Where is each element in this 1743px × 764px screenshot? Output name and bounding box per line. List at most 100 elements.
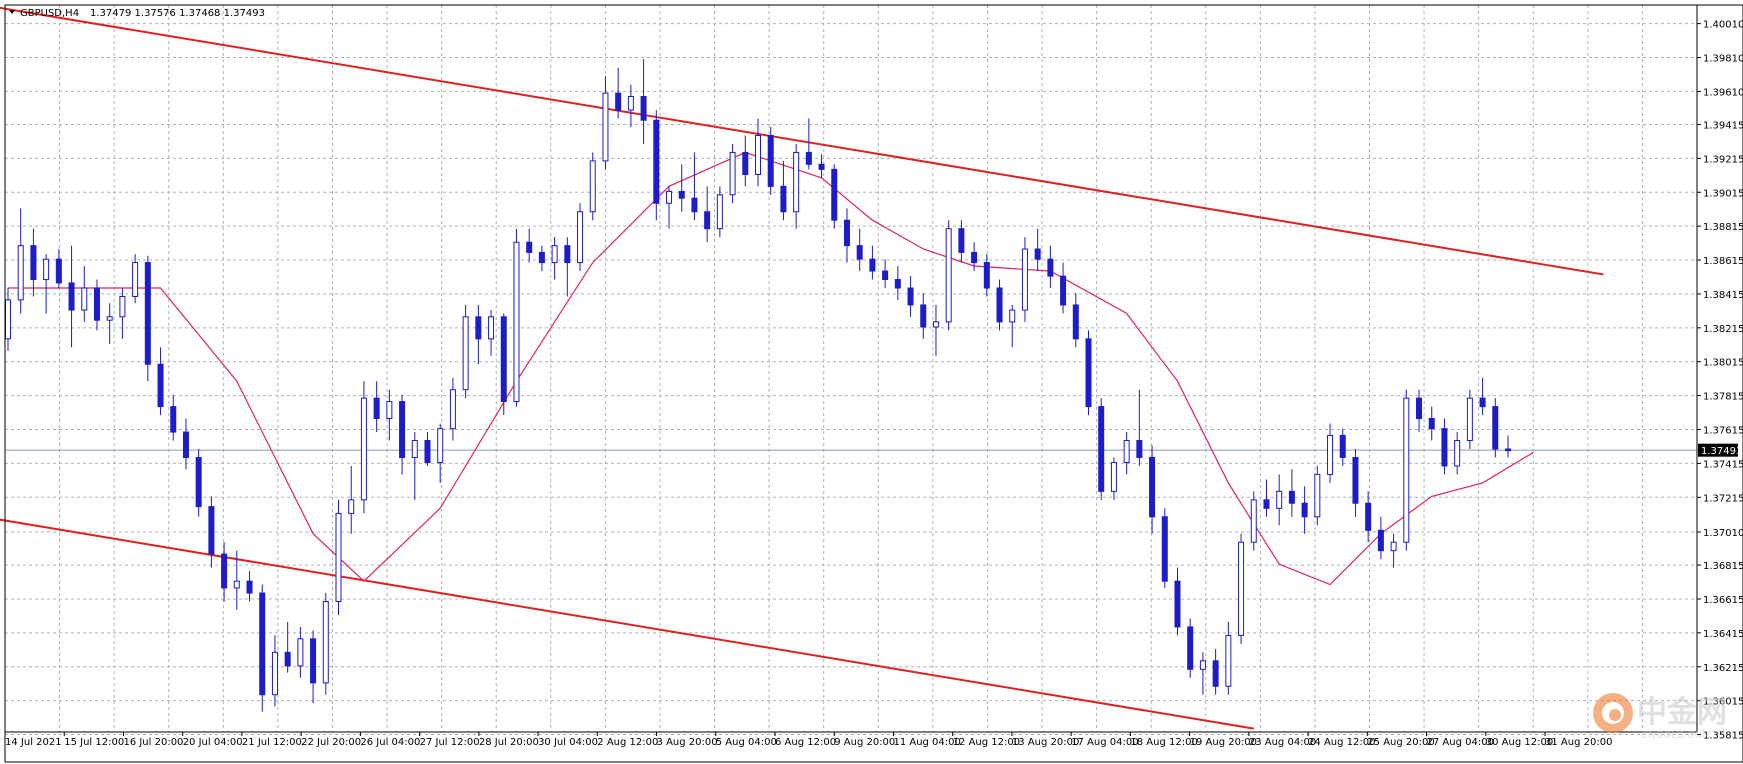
candle (1416, 389, 1423, 433)
x-tick-label: 27 Jul 12:00 (420, 737, 480, 748)
candle (55, 249, 62, 289)
y-tick-label: 1.36215 (1703, 663, 1743, 674)
candle-body-down (1047, 258, 1054, 277)
candle-body-up (386, 401, 393, 419)
candle (538, 245, 545, 272)
candle-body-up (43, 258, 50, 281)
candle (627, 84, 634, 128)
ohlc-values: 1.37479 1.37576 1.37468 1.37493 (90, 8, 265, 19)
x-tick-label: 24 Aug 12:00 (1308, 737, 1375, 748)
candle-body-up (132, 262, 139, 297)
candle-body-down (1085, 338, 1092, 408)
y-tick-label: 1.38015 (1703, 358, 1743, 369)
y-tick-label: 1.37815 (1703, 392, 1743, 403)
time-axis: 14 Jul 2021 15 Jul 12:00 16 Jul 20:00 20 Ju… (4, 732, 1612, 748)
candle-body-down (1034, 248, 1041, 260)
x-tick-label: 18 Aug 12:00 (1130, 737, 1197, 748)
candle (322, 593, 329, 695)
candle-body-down (1301, 502, 1308, 518)
candle-body-up (1314, 473, 1321, 518)
y-tick-label: 1.38815 (1703, 222, 1743, 233)
axis-frame (4, 4, 1743, 763)
candle (1009, 304, 1016, 348)
candle-body-down (1339, 434, 1346, 458)
candle (1365, 491, 1372, 543)
x-tick-label: 19 Aug 20:00 (1190, 737, 1257, 748)
candle (1390, 533, 1397, 568)
candle (843, 208, 850, 263)
candle (462, 304, 469, 399)
candle (678, 164, 685, 212)
candle-body-down (615, 92, 622, 111)
candle (1021, 237, 1028, 322)
candle (958, 220, 965, 263)
candle (983, 254, 990, 297)
x-tick-label: 27 Aug 04:00 (1427, 737, 1494, 748)
candle (691, 152, 698, 221)
candle (233, 550, 240, 610)
y-tick-label: 1.37010 (1703, 528, 1743, 539)
candle-body-up (322, 601, 329, 684)
candle-body-up (360, 397, 367, 501)
candle (920, 293, 927, 339)
x-tick-label: 30 Jul 04:00 (538, 737, 598, 748)
candle (43, 254, 50, 314)
candle-body-down (157, 363, 164, 408)
candle (1263, 479, 1270, 517)
candle-body-up (5, 299, 11, 340)
candle (132, 254, 139, 304)
chevron-down-icon[interactable] (9, 10, 15, 14)
watermark: 中金网 CNGOLD.COM (1593, 693, 1727, 741)
candle (221, 542, 228, 602)
y-tick-label: 1.39610 (1703, 87, 1743, 98)
candle-body-up (793, 151, 800, 213)
candle (1212, 648, 1219, 695)
x-tick-label: 17 Aug 04:00 (1071, 737, 1138, 748)
candle (68, 245, 75, 348)
candle (424, 432, 431, 466)
x-tick-label: 14 Jul 2021 (5, 737, 62, 748)
y-tick-label: 1.38415 (1703, 290, 1743, 301)
candle-body-up (462, 316, 469, 391)
candle-body-down (284, 651, 291, 667)
candle (1149, 445, 1156, 534)
candle-body-down (1187, 626, 1194, 670)
x-tick-label: 16 Jul 20:00 (123, 737, 183, 748)
candle (551, 237, 558, 280)
candle-body-down (971, 251, 978, 264)
candle-body-down (1212, 660, 1219, 687)
candle (945, 220, 952, 331)
candle-body-up (551, 245, 558, 264)
y-tick-label: 1.38215 (1703, 324, 1743, 335)
candle-body-up (1454, 440, 1461, 467)
candle (640, 59, 647, 144)
candle (81, 265, 88, 322)
candle (615, 67, 622, 119)
candle (1492, 398, 1499, 458)
candle-body-down (1377, 529, 1384, 552)
watermark-cn-text: 中金网 (1637, 695, 1727, 730)
candle-body-up (513, 241, 520, 403)
candle (1466, 389, 1473, 449)
candle (1110, 457, 1117, 500)
current-price-marker: 1.37493 (1698, 443, 1742, 457)
candle-body-down (259, 592, 266, 696)
candle-body-up (1225, 634, 1232, 687)
candle (500, 313, 507, 416)
x-tick-label: 9 Aug 20:00 (834, 737, 895, 748)
candle (106, 303, 113, 344)
candle (157, 347, 164, 416)
candle-body-down (1161, 516, 1168, 582)
x-tick-label: 26 Jul 04:00 (360, 737, 420, 748)
candle-body-down (1174, 580, 1181, 628)
candle-body-up (1250, 499, 1257, 543)
candle-body-up (17, 245, 24, 301)
candle-body-down (55, 258, 62, 284)
y-tick-label: 1.39015 (1703, 188, 1743, 199)
candle (564, 237, 571, 297)
candle-body-up (1327, 434, 1334, 475)
candle (526, 228, 533, 263)
candle-body-up (271, 651, 278, 696)
candle-body-down (780, 185, 787, 213)
